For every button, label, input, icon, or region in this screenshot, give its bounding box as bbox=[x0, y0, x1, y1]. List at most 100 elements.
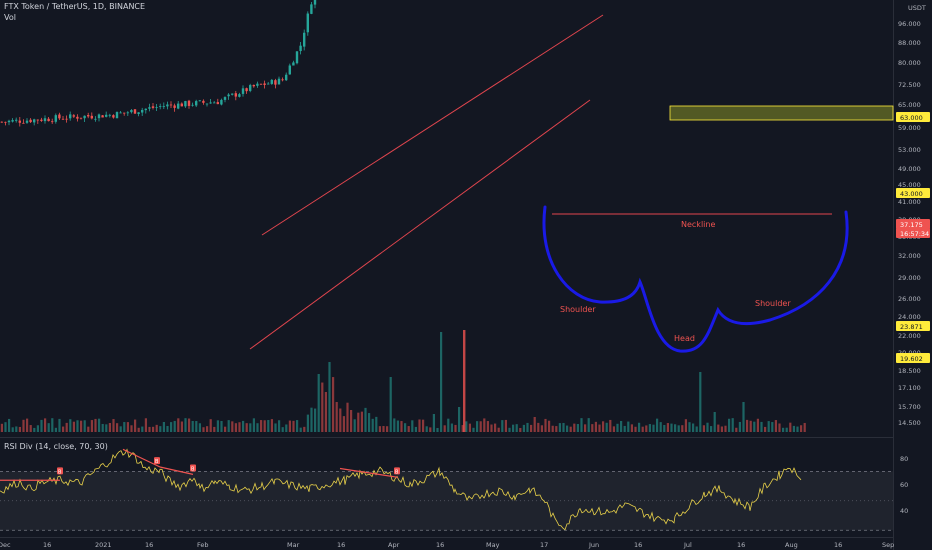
volume-bar bbox=[476, 421, 479, 432]
volume-bar bbox=[760, 421, 763, 432]
price-badge bbox=[896, 188, 930, 198]
price-tick-label: 26.000 bbox=[898, 295, 921, 303]
price-tick-label: 32.000 bbox=[898, 252, 921, 260]
volume-bar bbox=[454, 424, 457, 432]
volume-bar bbox=[432, 414, 435, 432]
volume-bar bbox=[76, 420, 79, 432]
volume-bar bbox=[594, 421, 597, 432]
candle-body bbox=[43, 118, 47, 122]
candle-body bbox=[187, 100, 191, 106]
volume-bar bbox=[479, 421, 482, 432]
candle-body bbox=[303, 32, 306, 47]
time-axis-label: 16 bbox=[436, 541, 444, 549]
volume-bar bbox=[465, 421, 468, 432]
volume-bar bbox=[782, 427, 785, 432]
volume-bar bbox=[461, 425, 464, 432]
volume-bar bbox=[389, 377, 392, 432]
candle-body bbox=[213, 102, 216, 104]
shoulder-right-label: Shoulder bbox=[755, 299, 791, 308]
volume-bar bbox=[418, 419, 421, 432]
volume-bar bbox=[648, 424, 651, 432]
volume-bar bbox=[119, 426, 122, 432]
price-badge-label: 19.602 bbox=[900, 355, 923, 363]
volume-bar bbox=[717, 424, 720, 432]
volume-bar bbox=[785, 427, 788, 432]
volume-bar bbox=[324, 392, 327, 432]
volume-bar bbox=[504, 419, 507, 432]
volume-spike bbox=[463, 330, 466, 432]
time-axis-label: 16 bbox=[337, 541, 345, 549]
volume-bar bbox=[18, 426, 21, 432]
volume-bar bbox=[44, 418, 47, 432]
volume-bar bbox=[551, 425, 554, 432]
volume-bar bbox=[605, 422, 608, 432]
candle-body bbox=[191, 104, 194, 106]
volume-bar bbox=[263, 420, 266, 432]
volume-bar bbox=[756, 418, 759, 432]
price-badge-label: 16:57:34 bbox=[900, 230, 929, 238]
time-axis-label: 16 bbox=[43, 541, 51, 549]
time-axis-label: Apr bbox=[388, 541, 400, 549]
candle-body bbox=[137, 112, 140, 115]
time-axis-label: 16 bbox=[634, 541, 642, 549]
volume-bar bbox=[108, 422, 111, 432]
candle-body bbox=[69, 114, 72, 119]
candle-body bbox=[220, 99, 223, 105]
volume-bar bbox=[749, 420, 752, 432]
price-tick-label: 45.000 bbox=[898, 181, 921, 189]
volume-bar bbox=[166, 425, 169, 432]
volume-bar bbox=[692, 423, 695, 432]
volume-bar bbox=[188, 418, 191, 432]
volume-bar bbox=[148, 426, 151, 432]
volume-bar bbox=[98, 418, 101, 432]
candle-body bbox=[58, 114, 61, 119]
volume-bar bbox=[450, 423, 453, 432]
candle-body bbox=[133, 109, 137, 114]
volume-bar bbox=[270, 419, 273, 432]
volume-bar bbox=[425, 426, 428, 432]
volume-bar bbox=[738, 421, 741, 432]
volume-bar bbox=[242, 420, 245, 432]
divergence-line bbox=[339, 467, 399, 478]
volume-bar bbox=[699, 372, 702, 432]
volume-bar bbox=[663, 424, 666, 432]
divergence-marker-label: B bbox=[395, 469, 399, 475]
candle-body bbox=[126, 112, 129, 114]
candle-body bbox=[195, 101, 198, 106]
volume-bar bbox=[281, 427, 284, 432]
volume-bar bbox=[83, 420, 86, 432]
candle-body bbox=[274, 80, 277, 85]
volume-bar bbox=[702, 425, 705, 432]
volume-bar bbox=[508, 427, 511, 432]
volume-bar bbox=[252, 418, 255, 432]
volume-bar bbox=[87, 426, 90, 432]
volume-bar bbox=[530, 424, 533, 432]
volume-bar bbox=[789, 422, 792, 432]
divergence-marker bbox=[190, 464, 196, 472]
volume-bar bbox=[314, 408, 317, 432]
time-axis-label: Feb bbox=[197, 541, 209, 549]
candle-body bbox=[155, 107, 158, 108]
volume-bar bbox=[623, 425, 626, 432]
volume-bar bbox=[22, 419, 25, 432]
volume-bar bbox=[688, 422, 691, 432]
volume-bar bbox=[177, 418, 180, 432]
divergence-marker bbox=[154, 457, 160, 465]
volume-bar bbox=[612, 426, 615, 432]
volume-bar bbox=[137, 427, 140, 432]
time-axis-label: 16 bbox=[737, 541, 745, 549]
rsi-tick-label: 80 bbox=[900, 455, 908, 463]
candle-body bbox=[313, 0, 317, 5]
volume-bar bbox=[8, 418, 11, 432]
volume-bar bbox=[47, 423, 50, 432]
candle-body bbox=[281, 79, 284, 81]
candle-body bbox=[112, 115, 115, 118]
candle-body bbox=[97, 114, 101, 119]
candle-body bbox=[94, 118, 97, 120]
candle-body bbox=[36, 119, 39, 121]
volume-bar bbox=[245, 423, 248, 432]
candle-body bbox=[202, 100, 205, 103]
channel-lower-line bbox=[249, 99, 591, 350]
time-axis-label: Mar bbox=[287, 541, 300, 549]
